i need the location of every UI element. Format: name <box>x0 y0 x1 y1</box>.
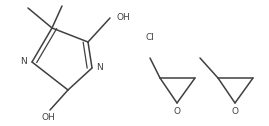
Text: N: N <box>20 57 27 67</box>
Text: OH: OH <box>42 113 55 121</box>
Text: Cl: Cl <box>146 34 154 42</box>
Text: OH: OH <box>117 13 130 22</box>
Text: O: O <box>232 107 239 116</box>
Text: N: N <box>96 64 103 72</box>
Text: O: O <box>174 107 180 116</box>
